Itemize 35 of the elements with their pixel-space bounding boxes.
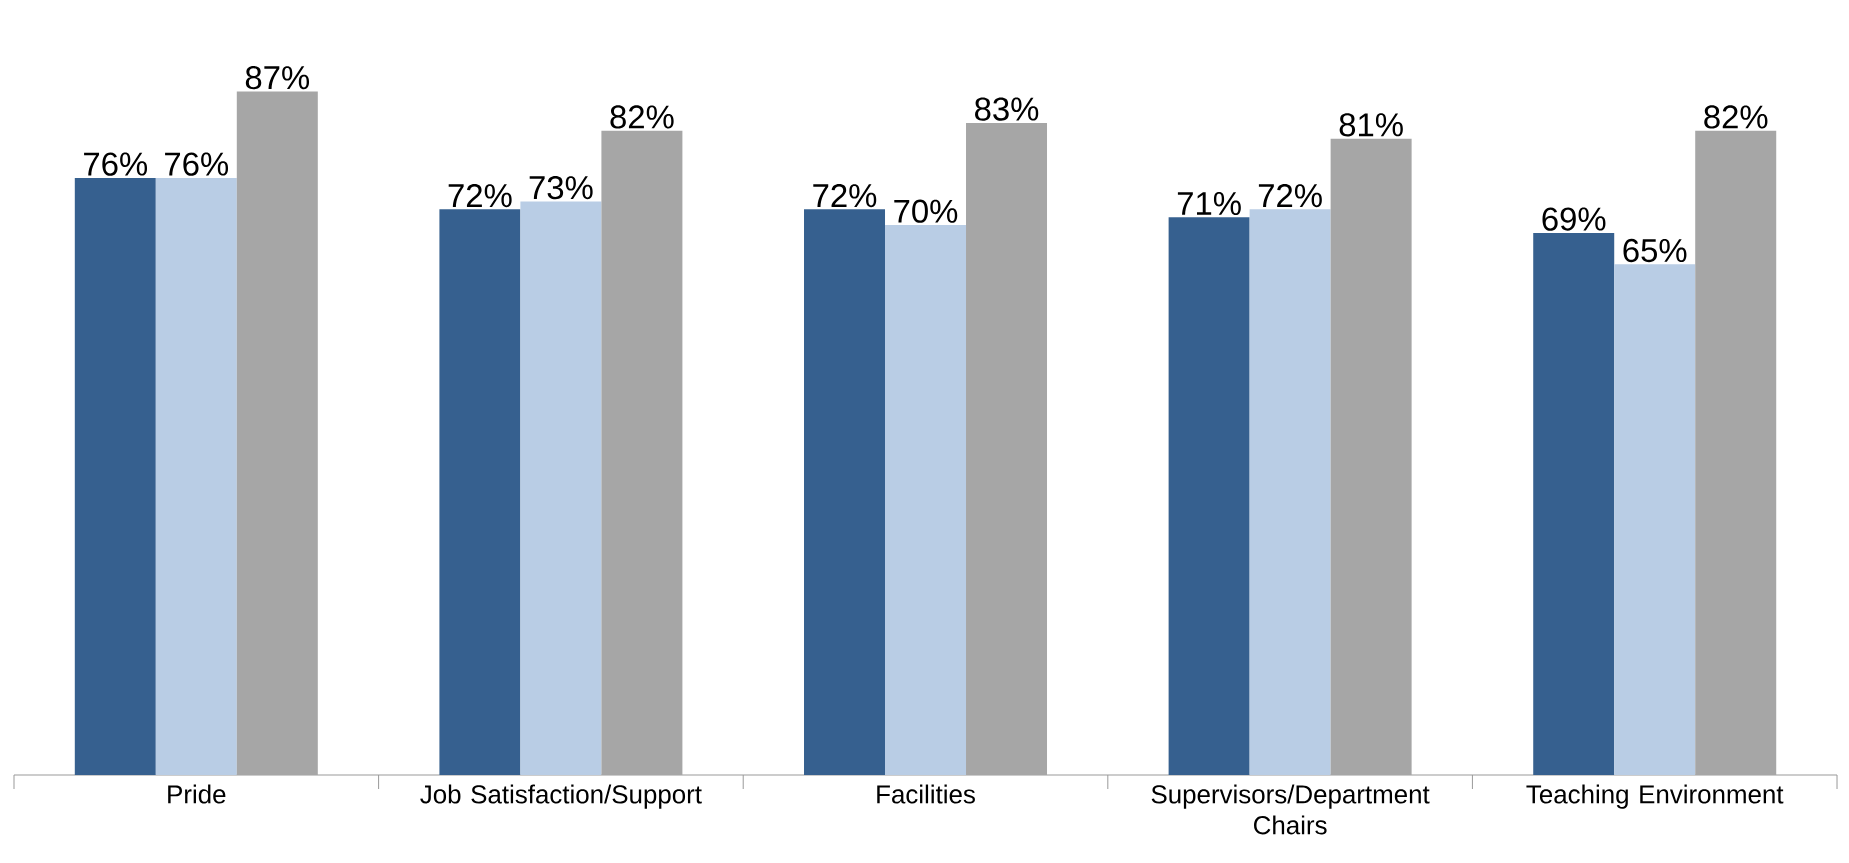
data-label: 69%	[1542, 207, 1606, 231]
data-label: 81%	[1339, 113, 1403, 137]
bar	[1614, 264, 1696, 775]
data-label: 76%	[165, 152, 229, 176]
data-label: 71%	[1177, 192, 1241, 215]
bar	[885, 225, 967, 775]
x-tick-label: Teaching Environment	[1526, 784, 1784, 809]
bar	[155, 177, 237, 775]
bar	[1533, 232, 1615, 775]
bar	[601, 130, 683, 775]
data-label: 72%	[813, 184, 877, 208]
bar	[439, 209, 521, 775]
bar	[1168, 217, 1250, 775]
bar	[966, 122, 1048, 775]
data-label: 82%	[1704, 105, 1768, 129]
bar	[804, 209, 886, 775]
bar	[520, 201, 602, 775]
data-label: 72%	[448, 184, 512, 208]
data-label: 73%	[529, 176, 593, 200]
data-label: 65%	[1623, 238, 1687, 263]
bar	[1249, 209, 1331, 775]
x-tick-label: Supervisors/Department Chairs	[1151, 784, 1430, 835]
x-tick-label: Pride	[168, 784, 226, 804]
data-label: 70%	[894, 199, 958, 223]
data-label: 72%	[1258, 184, 1322, 208]
bar	[1695, 130, 1777, 775]
x-tick-label: Facilities	[877, 784, 975, 804]
data-label: 87%	[245, 66, 310, 90]
bar	[1330, 138, 1412, 775]
data-label: 82%	[610, 105, 674, 129]
data-label: 83%	[975, 97, 1039, 121]
bar	[74, 177, 156, 775]
x-tick-label: Job Satisfaction/Support	[420, 784, 702, 809]
data-label: 76%	[84, 152, 148, 176]
bar	[236, 91, 318, 775]
